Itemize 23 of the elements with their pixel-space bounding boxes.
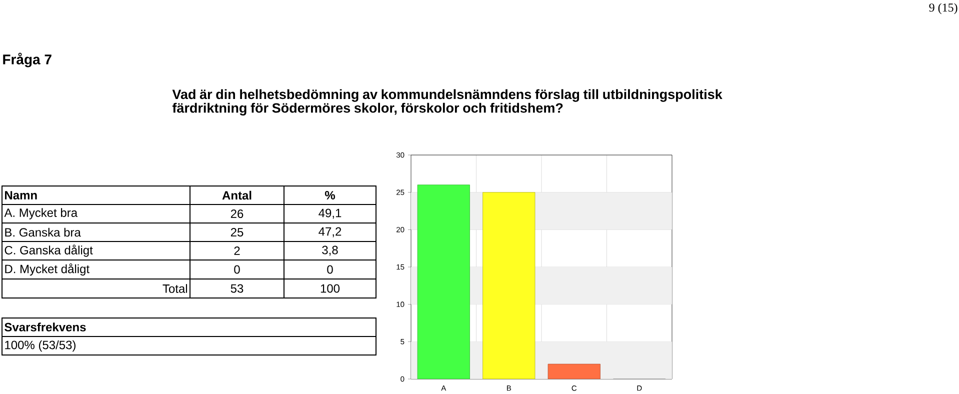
text: Fråga 7 [3, 52, 52, 68]
text: Svarsfrekvens [4, 322, 86, 332]
text: 53 [230, 284, 244, 293]
text: Total [162, 284, 188, 293]
text: A. Mycket bra [4, 208, 78, 220]
text: 0 [327, 265, 333, 274]
text: 49,1 [318, 208, 342, 219]
text: 25 [230, 228, 244, 236]
text: 9 (15) [929, 3, 958, 14]
text: C. Ganska dåligt [4, 244, 93, 257]
text: 26 [230, 209, 244, 218]
text: B. Ganska bra [5, 228, 81, 237]
text: 2 [234, 246, 240, 255]
text: 3,8 [322, 246, 338, 256]
chart-subtitle: Vad är din helhetsbedömning av kommundelsnämndens förslag till utbildningspolitisk färdriktning för Södermöres skolor, förskolor och fritidshem? [172, 89, 722, 116]
text: % [324, 190, 336, 200]
text: 100 [320, 284, 340, 293]
text: 0 [234, 265, 240, 274]
text: Antal [222, 190, 252, 200]
text: Namn [5, 191, 37, 200]
text: 47,2 [318, 227, 342, 238]
text: D. Mycket dåligt [5, 263, 90, 276]
text: 100% (53/53) [5, 340, 76, 352]
